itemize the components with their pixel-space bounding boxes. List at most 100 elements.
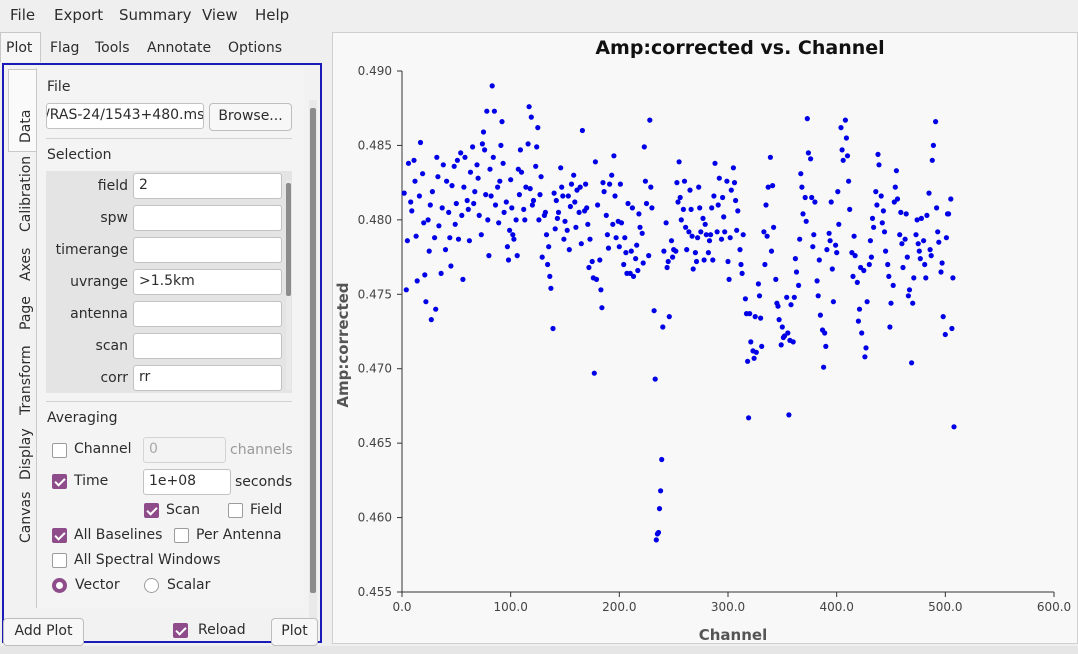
data-point	[765, 184, 771, 190]
data-point	[698, 229, 704, 235]
data-point	[683, 224, 689, 230]
data-point	[666, 314, 672, 320]
data-point	[738, 261, 744, 268]
data-point	[800, 211, 806, 217]
side-tab-page[interactable]: Page	[18, 296, 34, 330]
data-point	[727, 235, 733, 241]
data-point	[427, 202, 433, 208]
add-plot-button[interactable]: Add Plot	[3, 618, 84, 646]
data-point	[530, 197, 537, 204]
spw-input[interactable]	[133, 205, 282, 231]
file-path-input[interactable]: /RAS-24/1543+480.ms	[46, 103, 204, 129]
tab-flag[interactable]: Flag	[50, 40, 80, 56]
data-point	[560, 193, 566, 199]
data-point	[598, 287, 604, 293]
menu-file[interactable]: File	[10, 6, 36, 24]
data-point	[725, 258, 731, 265]
timerange-input[interactable]	[133, 237, 282, 263]
channel-checkbox[interactable]	[52, 443, 67, 458]
data-point	[692, 250, 698, 256]
menu-export[interactable]: Export	[54, 6, 104, 24]
data-point	[566, 247, 572, 253]
data-point	[413, 233, 419, 239]
data-point	[792, 256, 798, 262]
all-spw-label: All Spectral Windows	[74, 552, 221, 568]
data-point	[939, 260, 945, 266]
antenna-input[interactable]	[133, 301, 282, 327]
data-point	[522, 217, 528, 223]
all-spw-checkbox[interactable]	[52, 553, 67, 568]
data-point	[409, 208, 415, 214]
data-point	[660, 324, 666, 330]
tab-annotate[interactable]: Annotate	[147, 40, 212, 56]
per-antenna-checkbox[interactable]	[174, 528, 189, 543]
data-point	[573, 224, 579, 230]
data-point	[938, 269, 944, 275]
tab-plot-bg	[0, 32, 41, 62]
data-point	[878, 193, 884, 199]
side-tab-canvas[interactable]: Canvas	[18, 491, 34, 543]
data-point	[423, 299, 429, 305]
data-point	[625, 200, 631, 207]
data-point	[639, 230, 645, 236]
side-tab-data[interactable]: Data	[18, 109, 34, 143]
data-point	[911, 275, 917, 281]
data-point	[439, 205, 445, 211]
data-points	[401, 83, 957, 543]
data-point	[724, 178, 730, 184]
time-checkbox[interactable]	[52, 474, 67, 489]
menu-help[interactable]: Help	[255, 6, 290, 24]
time-avg-input[interactable]: 1e+08	[143, 469, 231, 495]
data-point	[788, 302, 794, 308]
selection-scrollbar-thumb[interactable]	[286, 183, 291, 296]
side-tab-calibration[interactable]: Calibration	[18, 155, 34, 232]
scan-input[interactable]	[133, 333, 282, 359]
scan-label: scan	[95, 338, 128, 354]
field-checkbox[interactable]	[228, 503, 243, 518]
data-point	[621, 261, 627, 268]
data-point	[892, 184, 898, 190]
data-point	[762, 261, 768, 268]
data-point	[703, 232, 709, 238]
data-point	[706, 238, 713, 244]
data-point	[460, 276, 466, 282]
plot-button[interactable]: Plot	[271, 618, 318, 646]
vector-radio[interactable]	[52, 578, 67, 593]
scatter-chart[interactable]: 0.0 100.0 200.0 300.0 400.0 500.0 600.0 0.455 0.…	[333, 33, 1077, 643]
scan-checkbox[interactable]	[144, 503, 159, 518]
data-point	[885, 261, 891, 268]
panel-scrollbar-thumb[interactable]	[310, 108, 316, 593]
field-input[interactable]: 2	[133, 173, 282, 199]
side-tab-display[interactable]: Display	[18, 428, 34, 480]
uvrange-input[interactable]: >1.5km	[133, 269, 282, 295]
channel-avg-input[interactable]: 0	[143, 437, 226, 463]
corr-input[interactable]: rr	[133, 365, 282, 391]
data-point	[408, 199, 414, 205]
data-point	[790, 339, 796, 345]
data-point	[880, 208, 887, 214]
data-point	[767, 154, 773, 160]
antenna-label: antenna	[70, 306, 128, 322]
tab-options[interactable]: Options	[228, 40, 283, 56]
tab-plot[interactable]: Plot	[6, 40, 33, 56]
side-tab-axes[interactable]: Axes	[18, 247, 34, 281]
data-point	[458, 150, 464, 156]
data-point	[452, 221, 458, 227]
data-point	[695, 235, 701, 241]
data-point	[584, 205, 590, 211]
data-point	[702, 221, 708, 227]
tab-tools[interactable]: Tools	[95, 40, 130, 56]
data-point	[916, 248, 922, 254]
scalar-radio[interactable]	[144, 578, 159, 593]
data-point	[414, 278, 420, 284]
data-point	[521, 206, 527, 212]
data-point	[871, 224, 877, 230]
menu-summary[interactable]: Summary	[119, 6, 192, 24]
data-point	[496, 220, 502, 226]
all-baselines-checkbox[interactable]	[52, 528, 67, 543]
reload-checkbox[interactable]	[173, 623, 188, 638]
menu-view[interactable]: View	[202, 6, 238, 24]
browse-button[interactable]: Browse...	[209, 103, 292, 131]
side-tab-transform[interactable]: Transform	[18, 345, 34, 415]
data-point	[603, 212, 609, 218]
